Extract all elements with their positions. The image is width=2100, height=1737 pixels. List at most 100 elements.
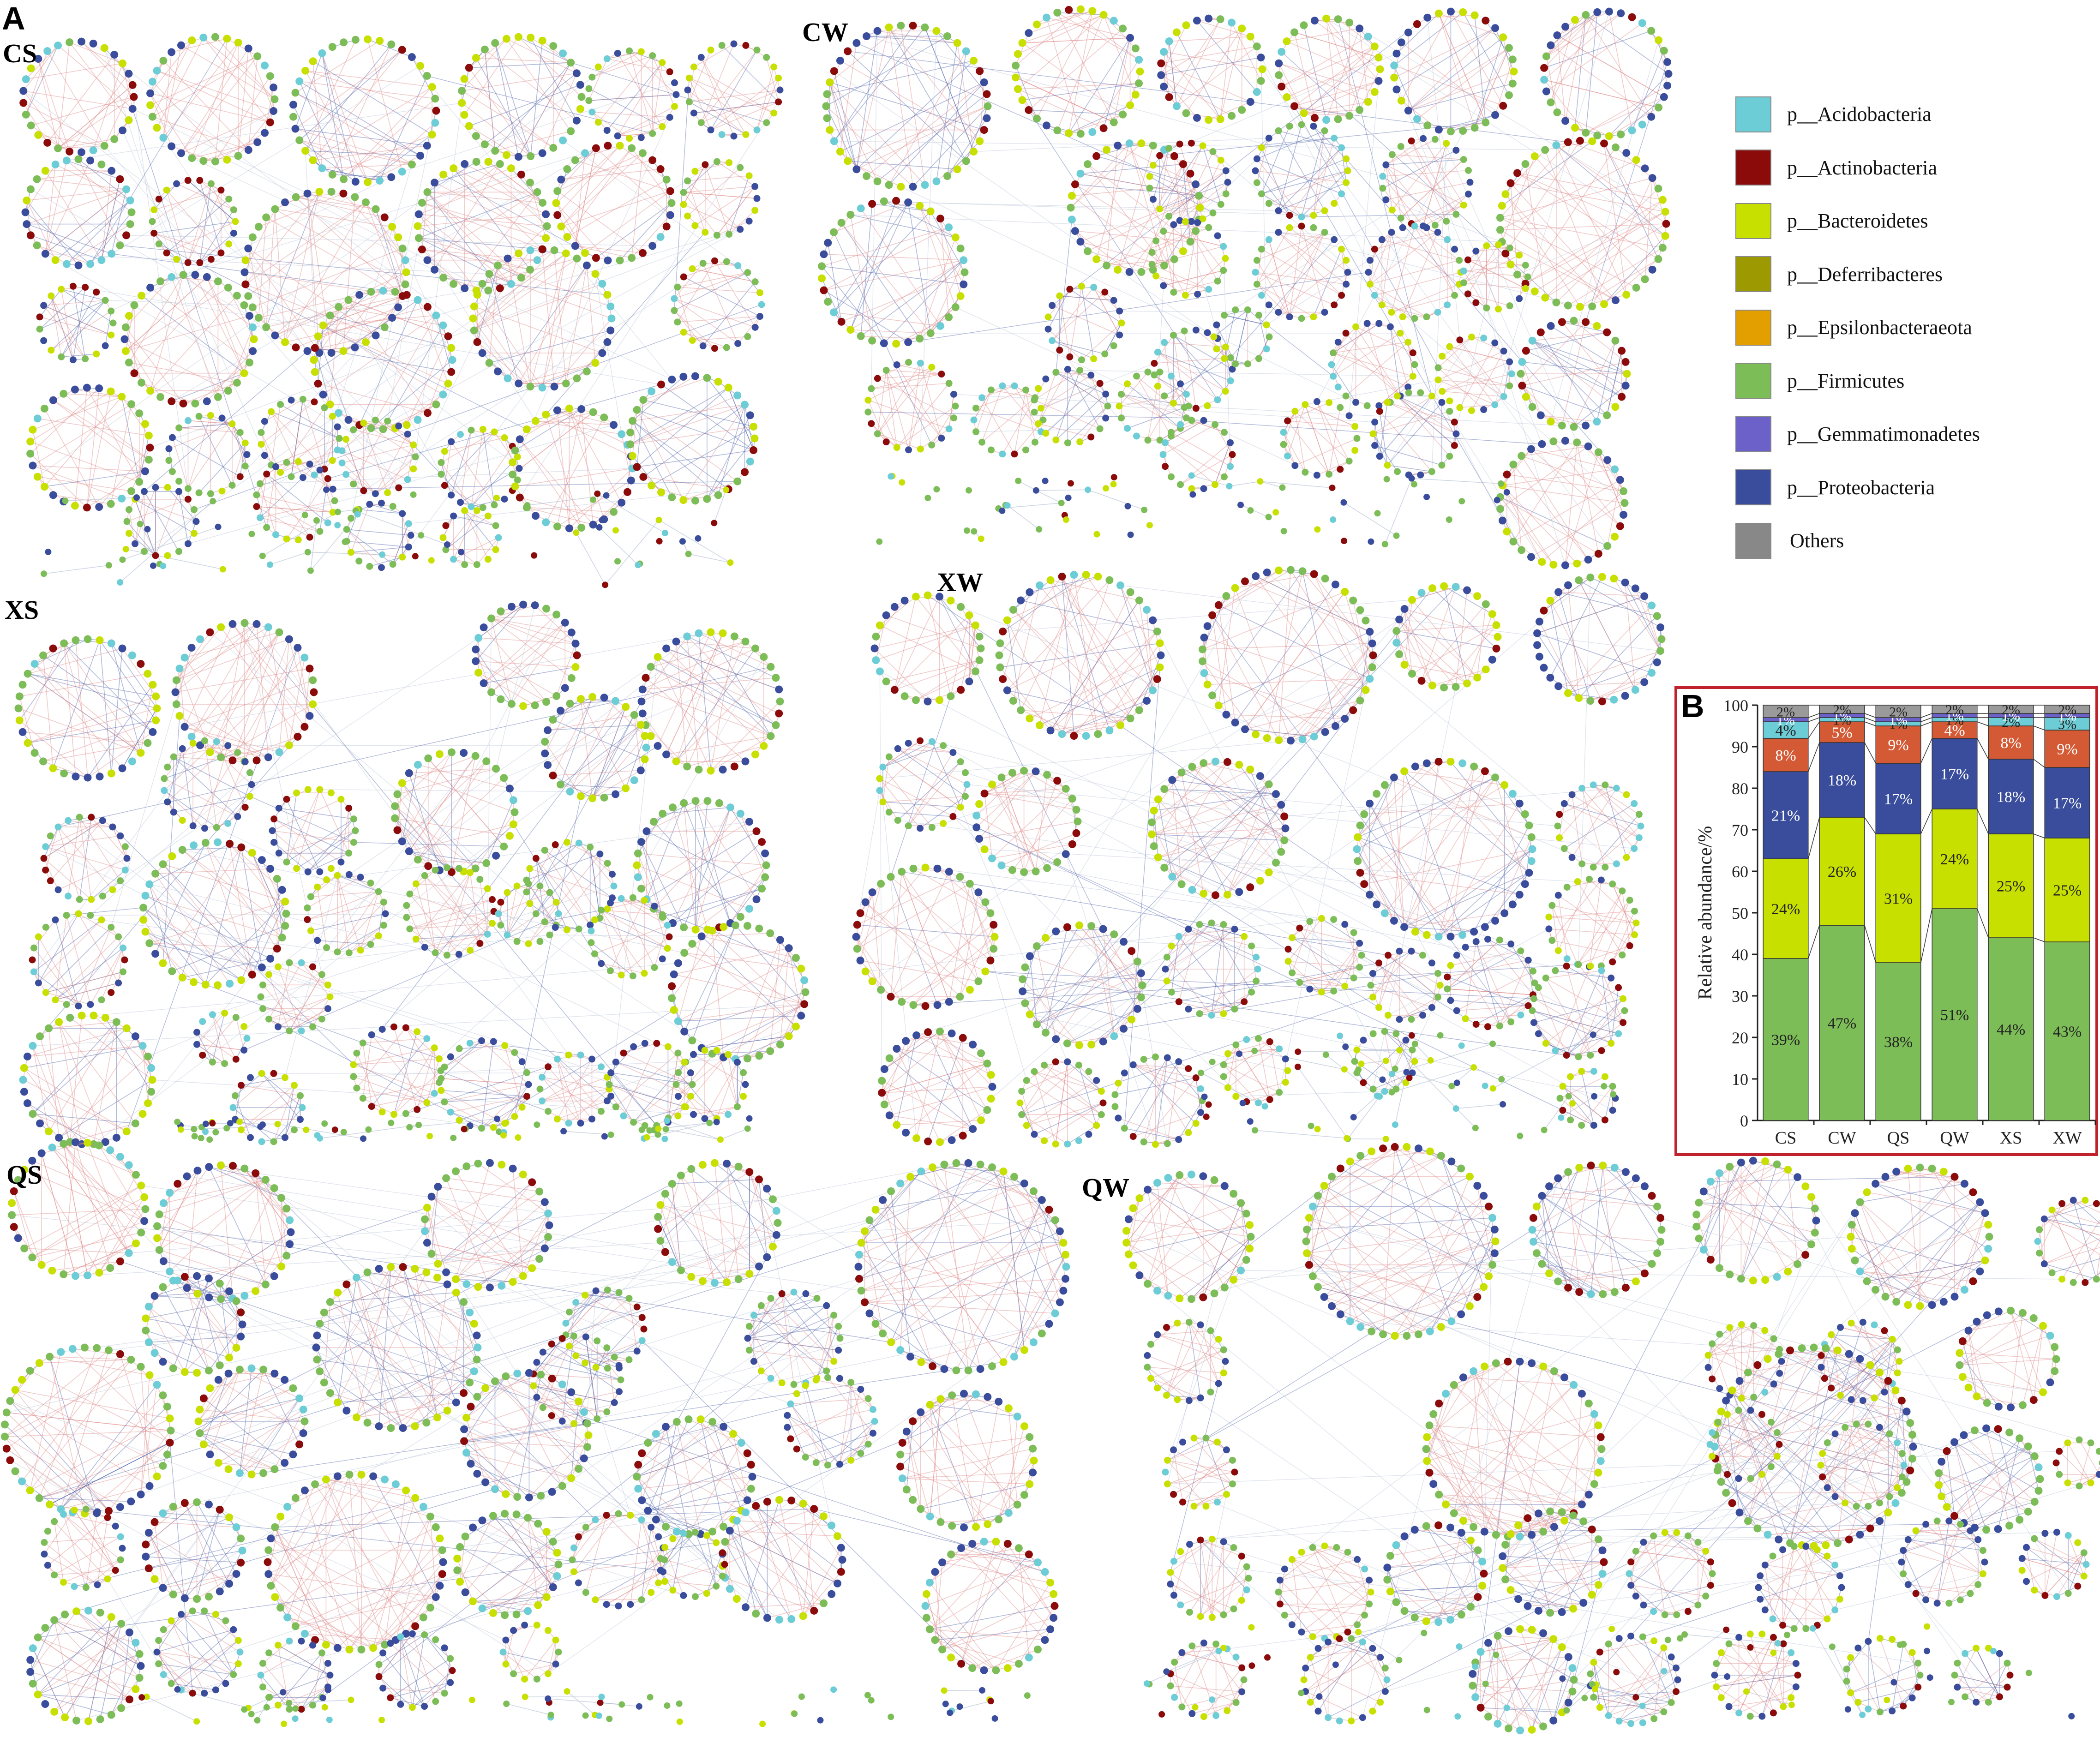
legend-swatch: [1735, 150, 1771, 186]
legend-label: p__Acidobacteria: [1787, 103, 1932, 126]
y-tick-label: 50: [1732, 904, 1748, 922]
panel-a-letter: A: [2, 0, 25, 36]
bar-segment-pfirmicutes: [1819, 925, 1865, 1121]
y-axis-title: Relative abundance/%: [1695, 826, 1716, 1000]
bar-data-label: 31%: [1884, 891, 1913, 908]
connector-line: [1864, 713, 1876, 718]
y-tick-label: 0: [1740, 1112, 1748, 1130]
legend-item-actinobacteria: p__Actinobacteria: [1735, 141, 2077, 195]
bar-segment-pactinobacteria: [1875, 725, 1921, 764]
connector-line: [1808, 713, 1820, 718]
connector-line: [1920, 908, 1932, 963]
bar-segment-pacidobacteria: [1763, 721, 1809, 739]
network-edges: [1126, 1146, 2100, 1731]
bar-data-label: 4%: [1775, 722, 1796, 739]
bar-data-label: 2%: [2002, 702, 2020, 718]
y-tick-label: 40: [1732, 946, 1748, 964]
bar-data-label: 44%: [1997, 1021, 2025, 1038]
bar-segment-others: [2044, 705, 2090, 714]
connector-line: [1920, 809, 1932, 834]
legend-label: p__Gemmatimonadetes: [1787, 423, 1980, 446]
network-edges: [4, 1142, 1067, 1722]
legend-item-proteobacteria: p__Proteobacteria: [1735, 461, 2077, 515]
legend-swatch: [1735, 256, 1771, 293]
connector-line: [1864, 817, 1876, 834]
bar-segment-pproteobacteria: [1875, 763, 1921, 834]
network-label-xw: XW: [937, 567, 983, 597]
x-tick-label: CW: [1828, 1128, 1856, 1148]
bar-data-label: 18%: [1997, 789, 2025, 806]
legend-swatch: [1735, 416, 1771, 452]
legend-swatch: [1735, 203, 1771, 239]
bar-data-label: 39%: [1771, 1032, 1800, 1049]
bar-data-label: 21%: [1771, 808, 1800, 825]
network-qs: [0, 1138, 1070, 1727]
legend-label: p__Deferribacteres: [1787, 263, 1943, 286]
legend-item-bacteroidetes: p__Bacteroidetes: [1735, 194, 2077, 248]
bar-segment-others: [1988, 705, 2034, 714]
bar-segment-others: [1819, 705, 1865, 714]
bar-data-label: 38%: [1884, 1034, 1913, 1051]
bar-segment-others: [1763, 705, 1809, 718]
bar-segment-pactinobacteria: [1819, 721, 1865, 743]
legend-label: p__Epsilonbacteraeota: [1787, 316, 1972, 339]
x-tick-label: QW: [1940, 1128, 1969, 1148]
bar-segment-pfirmicutes: [1932, 908, 1978, 1121]
bar-segment-pproteobacteria: [1932, 738, 1978, 809]
y-tick-label: 80: [1732, 779, 1748, 798]
network-nodes: [14, 600, 810, 1148]
connector-line: [1977, 809, 1989, 834]
bar-segment-pproteobacteria: [1763, 771, 1809, 859]
legend-item-epsilonbacteraeota: p__Epsilonbacteraeota: [1735, 301, 2077, 354]
bar-segment-pbacteroidetes: [2044, 838, 2090, 942]
network-label-cs: CS: [3, 38, 37, 68]
bar-data-label: 51%: [1940, 1007, 1969, 1024]
x-tick-label: XW: [2052, 1128, 2082, 1148]
legend-label: p__Actinobacteria: [1787, 156, 1937, 179]
legend-swatch: [1735, 309, 1771, 346]
bar-segment-others: [1875, 705, 1921, 718]
bar-segment-pfirmicutes: [1763, 958, 1809, 1121]
network-label-cw: CW: [802, 17, 848, 47]
connector-line: [2033, 725, 2045, 731]
legend-label: p__Firmicutes: [1787, 369, 1905, 392]
network-label-xs: XS: [5, 595, 39, 625]
bar-segment-pproteobacteria: [1819, 742, 1865, 818]
bar-data-label: 2%: [2058, 702, 2076, 718]
connector-line: [1864, 925, 1876, 963]
bar-segment-pbacteroidetes: [1988, 833, 2034, 938]
phylum-legend: p__Acidobacteria p__Actinobacteria p__Ba…: [1735, 88, 2077, 568]
y-tick-label: 20: [1732, 1029, 1748, 1047]
bar-data-label: 26%: [1828, 863, 1856, 880]
connector-line: [1977, 908, 1989, 938]
bar-segment-pfirmicutes: [2044, 941, 2090, 1121]
bar-segment-pactinobacteria: [1988, 725, 2034, 760]
bar-data-label: 9%: [2057, 741, 2077, 758]
bar-data-label: 17%: [2053, 795, 2082, 812]
stack-connectors: [1808, 705, 2045, 963]
bar-data-label: 9%: [1888, 737, 1908, 754]
bar-data-label: 25%: [2053, 882, 2082, 899]
panel-b-frame: [1674, 686, 2098, 1156]
connector-line: [1977, 738, 1989, 760]
bar-data-label: 8%: [1775, 747, 1796, 764]
network-nodes: [852, 566, 1666, 1148]
x-tick-label: CS: [1775, 1128, 1796, 1148]
bar-segment-pproteobacteria: [2044, 767, 2090, 839]
legend-item-gemmatimonadetes: p__Gemmatimonadetes: [1735, 407, 2077, 461]
legend-swatch: [1735, 522, 1771, 559]
y-tick-label: 30: [1732, 987, 1748, 1006]
bar-data-label: 2%: [1889, 704, 1908, 719]
bar-data-label: 2%: [1776, 704, 1795, 719]
bar-data-label: 24%: [1771, 901, 1800, 918]
network-cs: [19, 33, 784, 588]
legend-label: p__Proteobacteria: [1787, 476, 1935, 499]
bar-data-label: 24%: [1940, 851, 1969, 868]
connector-line: [1808, 721, 1820, 739]
network-label-qw: QW: [1082, 1173, 1130, 1203]
connector-line: [1864, 721, 1876, 726]
connector-line: [1920, 738, 1932, 764]
legend-label: Others: [1790, 529, 1844, 552]
x-tick-label: QS: [1887, 1128, 1910, 1148]
